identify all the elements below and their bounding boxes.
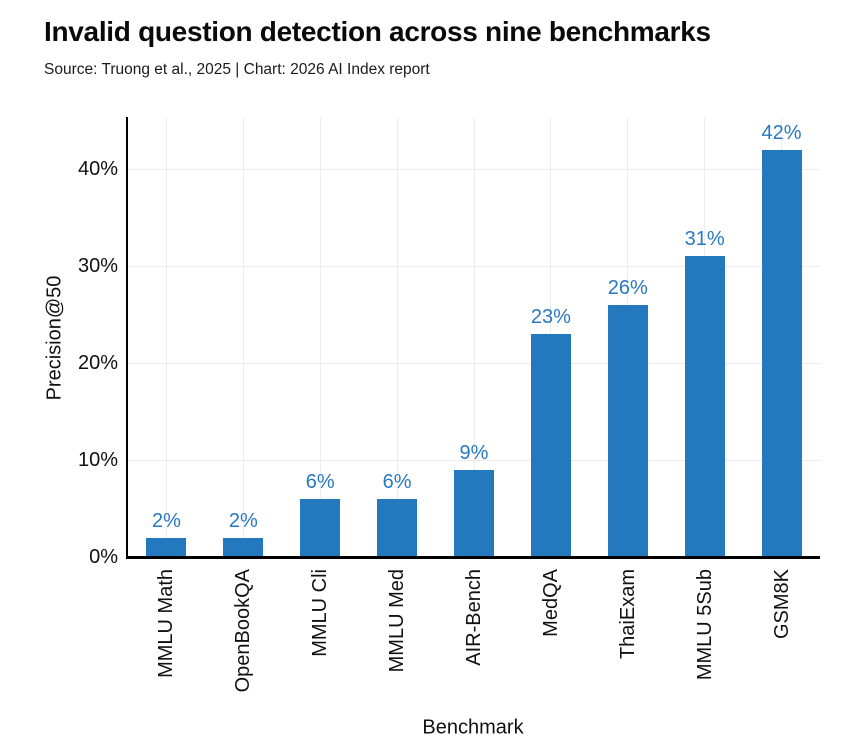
x-tick-label: GSM8K	[770, 569, 793, 640]
bar-value-label: 6%	[382, 470, 412, 493]
bar	[146, 537, 187, 557]
x-tick-label: MMLU Math	[155, 569, 178, 678]
chart-subtitle: Source: Truong et al., 2025 | Chart: 202…	[44, 61, 430, 78]
bar	[454, 469, 494, 557]
chart-title: Invalid question detection across nine b…	[44, 16, 711, 47]
y-tick-label: 30%	[77, 255, 118, 277]
y-axis-line	[125, 117, 128, 559]
bar	[761, 149, 802, 557]
x-tick-label: MedQA	[539, 569, 562, 637]
y-tick-label: 0%	[89, 546, 118, 568]
x-gridline	[473, 118, 475, 557]
x-tick-label: MMLU Cli	[309, 569, 332, 657]
x-tick-label: MMLU 5Sub	[693, 569, 716, 681]
bar-value-label: 2%	[151, 509, 181, 532]
x-tick-label: MMLU Med	[386, 569, 409, 673]
x-gridline	[319, 118, 321, 557]
x-axis-title: Benchmark	[422, 716, 524, 739]
y-tick-label: 20%	[77, 352, 118, 374]
bar-value-label: 6%	[305, 470, 335, 493]
x-gridline	[242, 118, 244, 557]
bar	[377, 498, 418, 557]
x-axis-line	[125, 556, 820, 559]
x-gridline	[165, 118, 167, 557]
x-gridline	[396, 118, 398, 557]
bar	[530, 333, 571, 557]
bar	[684, 256, 725, 557]
y-tick-label: 10%	[77, 449, 118, 471]
bar	[607, 304, 648, 557]
bar-value-label: 31%	[684, 228, 725, 251]
bar-value-label: 23%	[530, 305, 571, 328]
bar-value-label: 2%	[228, 509, 258, 532]
bar	[223, 537, 264, 557]
x-tick-label: OpenBookQA	[232, 569, 255, 693]
y-tick-label: 40%	[77, 158, 118, 180]
x-tick-label: ThaiExam	[616, 569, 639, 660]
bar	[300, 498, 341, 557]
bar-value-label: 42%	[761, 121, 802, 144]
x-tick-label: AIR-Bench	[463, 569, 485, 666]
bar-value-label: 9%	[459, 441, 489, 464]
y-axis-title: Precision@50	[43, 275, 66, 401]
bar-value-label: 26%	[607, 276, 648, 299]
